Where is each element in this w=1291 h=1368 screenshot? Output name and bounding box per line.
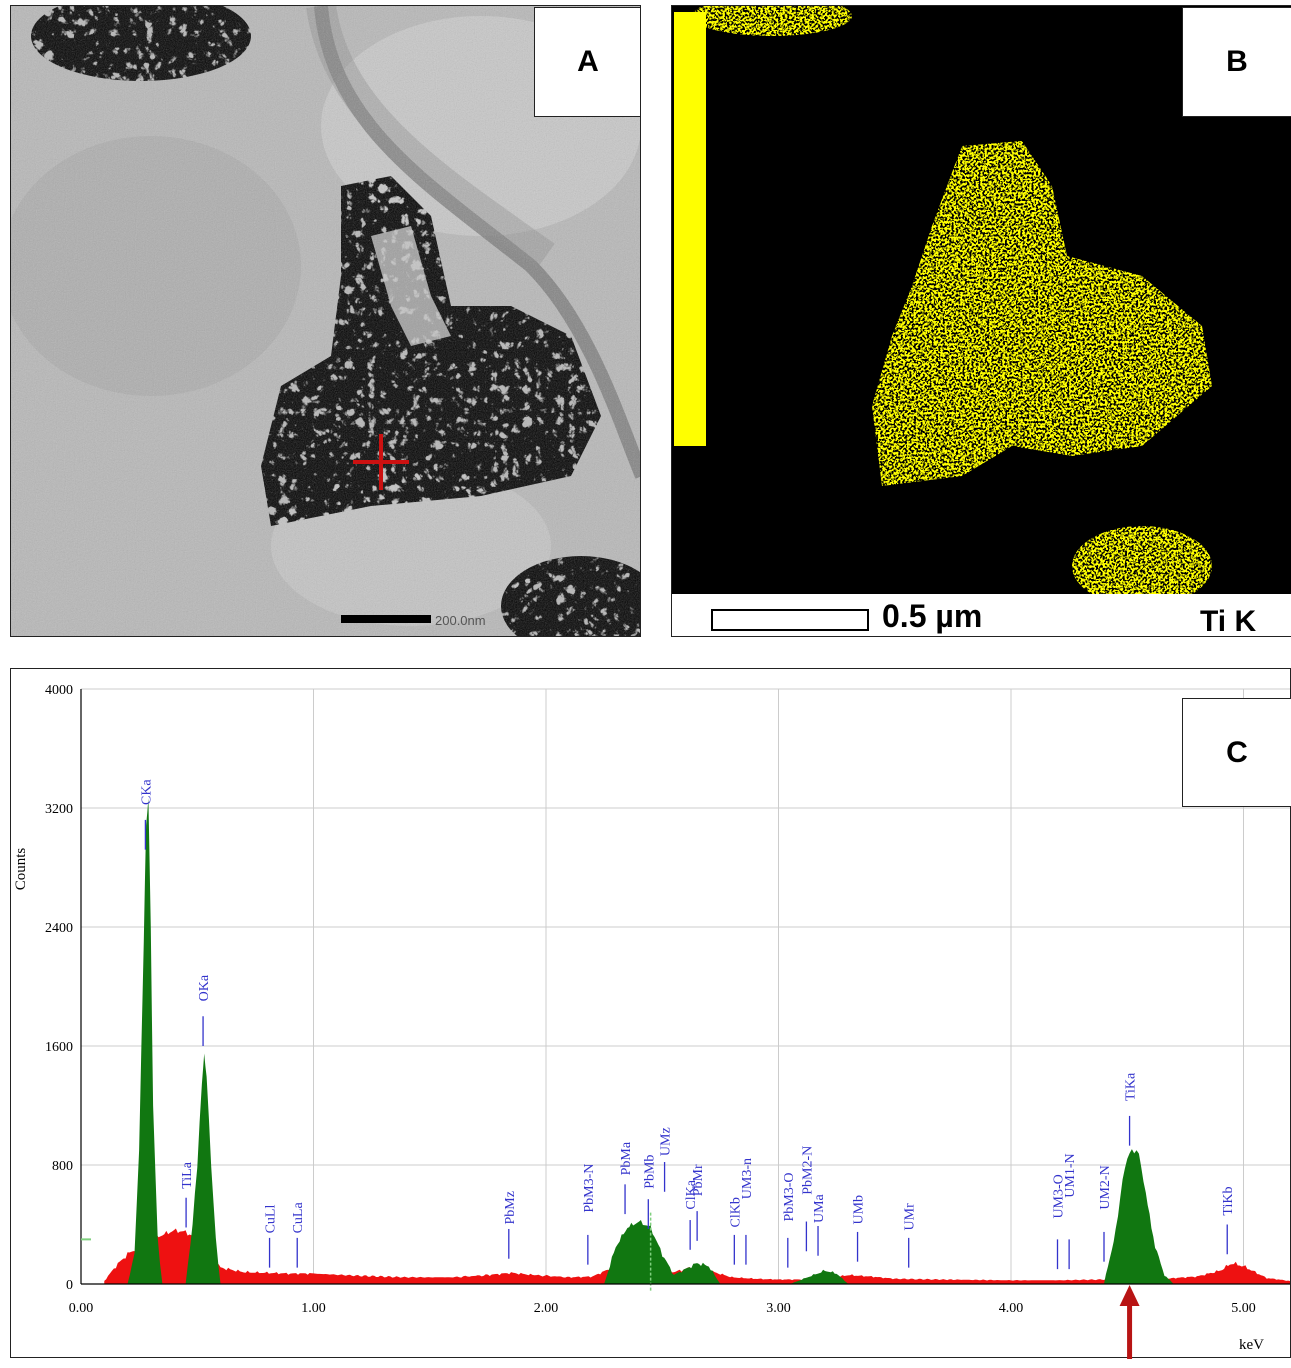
x-tick-label: 2.00 [534, 1301, 559, 1316]
panel-c-label: C [1182, 698, 1291, 807]
scale-bar-text: 200.0nm [435, 613, 486, 628]
peak-label: PbM3-N [582, 1164, 597, 1213]
peak-label: PbMz [503, 1191, 518, 1224]
peak-label: PbMr [691, 1164, 706, 1196]
intensity-bar [674, 12, 706, 446]
panel-b-label: B [1182, 7, 1291, 117]
y-tick-label: 4000 [45, 683, 73, 698]
x-axis-label: keV [1239, 1337, 1264, 1353]
panel-a-label: A [534, 7, 640, 117]
spectrum-areas [104, 798, 1290, 1292]
peak-label: UMa [812, 1193, 827, 1223]
spectrum-chart: 0.00 1.00 2.00 3.00 4.00 5.00 0 800 1600 2400 3200… [13, 683, 1290, 1359]
y-tick-label: 0 [66, 1278, 73, 1293]
peak-label: ClKb [728, 1197, 743, 1227]
peak-label: CuLl [264, 1205, 279, 1234]
x-tick-label: 4.00 [999, 1301, 1024, 1316]
peak-label: PbMa [619, 1141, 634, 1175]
spectrum-area-1 [127, 798, 1174, 1284]
peak-label: UM3-n [740, 1158, 755, 1199]
tem-image-panel: 200.0nm A [10, 5, 641, 637]
element-map-panel: 0.5 µm Ti K B [671, 5, 1291, 637]
y-tick-label: 1600 [45, 1040, 73, 1055]
peak-label: TiLa [180, 1161, 195, 1189]
scale-bar-text: 0.5 µm [882, 598, 982, 634]
peak-label: PbM2-N [800, 1146, 815, 1195]
peak-label: UM2-N [1098, 1165, 1113, 1209]
x-tick-label: 5.00 [1231, 1301, 1256, 1316]
peak-label: UMz [659, 1127, 674, 1156]
tika-arrow [81, 1238, 1140, 1359]
peak-label: UM1-N [1063, 1153, 1078, 1197]
analysis-point-marker [353, 434, 409, 490]
peak-label: PbMb [642, 1155, 657, 1189]
peak-label: OKa [197, 974, 212, 1001]
peak-label: CKa [139, 779, 154, 805]
x-tick-label: 0.00 [69, 1301, 94, 1316]
peak-label: UMb [852, 1195, 867, 1225]
arrow-head [1119, 1285, 1140, 1306]
peak-label: PbM3-O [782, 1173, 797, 1222]
scale-bar [341, 615, 431, 623]
element-label: Ti K [1200, 605, 1256, 637]
y-tick-label: 2400 [45, 921, 73, 936]
peak-label: CuLa [291, 1202, 306, 1234]
peak-label: ClKa [684, 1179, 699, 1209]
y-axis-label: Counts [13, 848, 29, 891]
spectrum-panel: 0.00 1.00 2.00 3.00 4.00 5.00 0 800 1600 2400 3200… [10, 668, 1291, 1359]
axes: 0.00 1.00 2.00 3.00 4.00 5.00 0 800 1600 2400 3200… [45, 683, 1290, 1316]
peak-label: UMr [903, 1203, 918, 1231]
scale-bar [711, 609, 869, 631]
peak-label: TiKa [1124, 1072, 1139, 1101]
x-tick-label: 3.00 [766, 1301, 791, 1316]
x-tick-label: 1.00 [301, 1301, 326, 1316]
y-tick-label: 3200 [45, 802, 73, 817]
peak-label: TiKb [1221, 1187, 1236, 1216]
peak-label: UM3-O [1052, 1174, 1067, 1218]
y-tick-label: 800 [52, 1159, 73, 1174]
